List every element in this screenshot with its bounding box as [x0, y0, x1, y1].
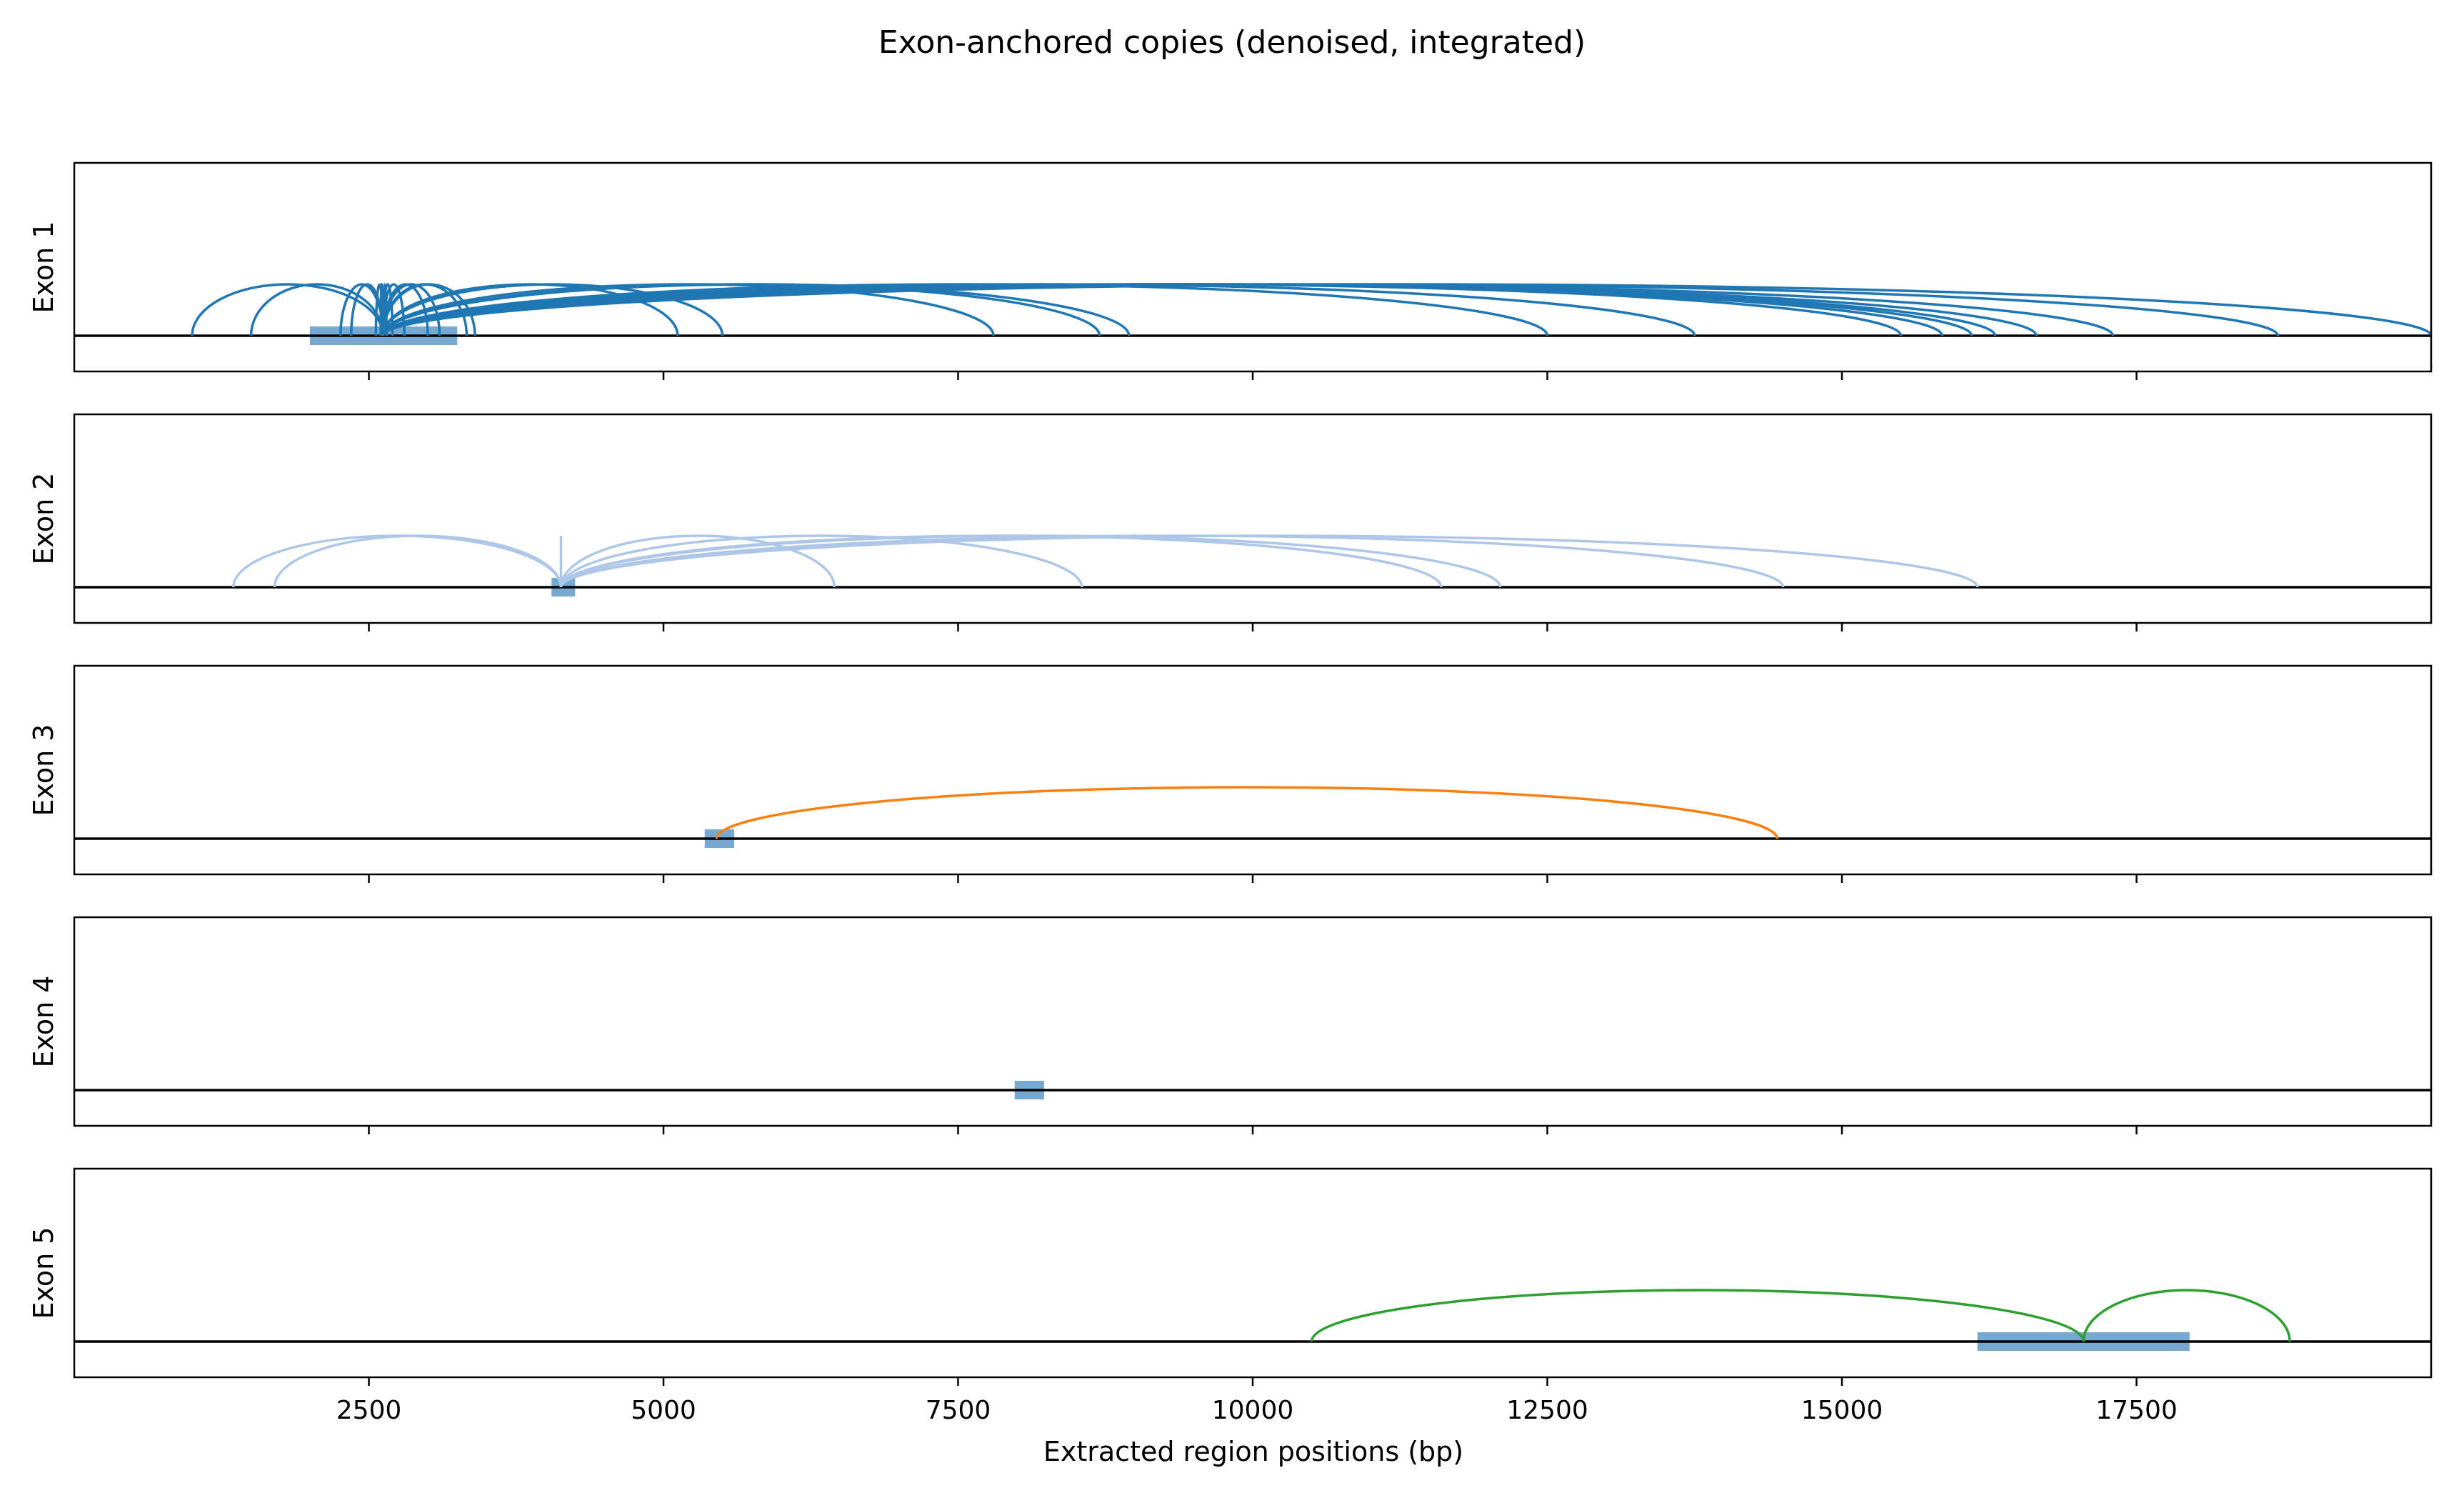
y-axis-label: Exon 3 [28, 724, 59, 817]
arc-group [191, 283, 2431, 336]
panel-exon-2: Exon 2 [28, 413, 2433, 631]
copy-arc [715, 786, 1778, 839]
x-tick-label: 2500 [336, 1396, 402, 1425]
copy-arc [559, 534, 1502, 588]
copy-arc [559, 534, 1979, 588]
copy-arc [559, 534, 836, 588]
x-tick-label: 7500 [926, 1396, 991, 1425]
x-tick-label: 17500 [2095, 1396, 2178, 1425]
x-axis-label: Extracted region positions (bp) [1043, 1436, 1463, 1467]
copy-arc [381, 283, 2431, 336]
x-tick-label: 15000 [1801, 1396, 1883, 1425]
copy-arc [381, 283, 724, 336]
y-axis-label: Exon 2 [28, 473, 59, 565]
panel-exon-4: Exon 4 [28, 916, 2433, 1134]
panel-exon-5: Exon 5 2500 5000 7500 10000 12500 15000 17500 [28, 1167, 2433, 1425]
x-tick-label: 10000 [1212, 1396, 1294, 1425]
copy-arc [273, 534, 563, 588]
copy-arc [381, 283, 1131, 336]
chart-title: Exon-anchored copies (denoised, integrat… [878, 24, 1586, 61]
y-axis-label: Exon 1 [28, 221, 59, 314]
arc-group [715, 786, 1778, 839]
copy-arc [191, 283, 385, 336]
x-tick-label: 5000 [631, 1396, 696, 1425]
y-axis-label: Exon 5 [28, 1227, 59, 1319]
arc-group [232, 534, 1979, 588]
panels-layer: Exon 1 Exon 2 Exon 3 Exon 4 Exon 5 2500 5000 75… [28, 161, 2433, 1425]
panel-exon-1: Exon 1 [28, 161, 2433, 380]
y-axis-label: Exon 4 [28, 976, 59, 1068]
copy-arc [2082, 1289, 2291, 1342]
copy-arc [559, 534, 1083, 588]
panel-exon-3: Exon 3 [28, 664, 2433, 883]
arc-group [1310, 1289, 2291, 1342]
x-tick-label: 12500 [1506, 1396, 1588, 1425]
copy-arc [1310, 1289, 2085, 1342]
